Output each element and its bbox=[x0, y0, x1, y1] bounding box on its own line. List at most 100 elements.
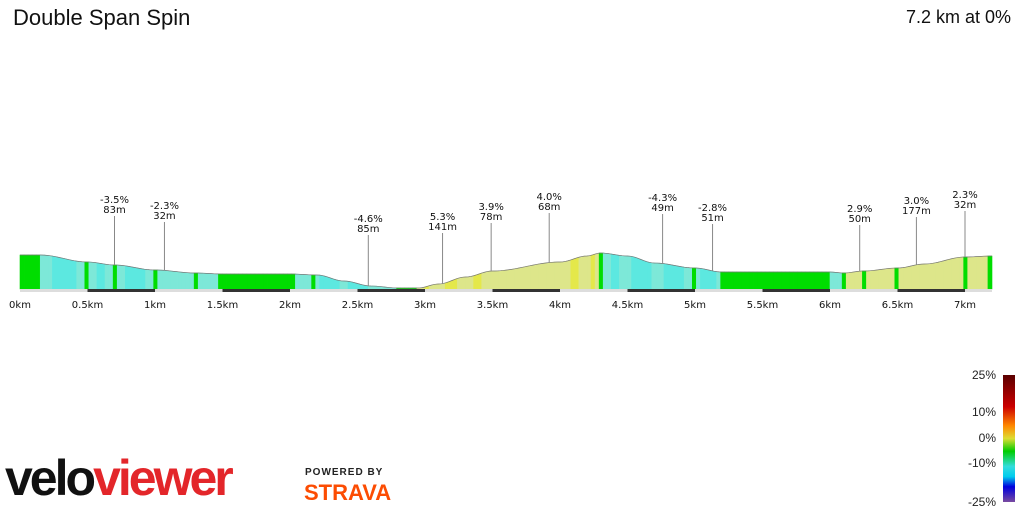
profile-segment bbox=[760, 271, 766, 290]
profile-segment bbox=[821, 271, 827, 290]
profile-segment bbox=[493, 270, 499, 290]
profile-segment bbox=[894, 267, 900, 290]
profile-segment bbox=[286, 273, 292, 290]
annotation-grade: -2.8% bbox=[698, 203, 727, 214]
powered-by-label: POWERED BY bbox=[305, 467, 384, 478]
profile-segment bbox=[594, 252, 600, 290]
profile-segment bbox=[732, 271, 738, 290]
annotation-length: 83m bbox=[103, 205, 125, 216]
veloviewer-logo: veloviewer bbox=[5, 450, 234, 506]
profile-segment bbox=[930, 262, 936, 290]
profile-segment bbox=[165, 270, 171, 290]
profile-segment bbox=[853, 270, 859, 290]
profile-segment bbox=[505, 269, 511, 290]
x-tick-label: 0km bbox=[9, 300, 31, 311]
profile-segment bbox=[319, 274, 325, 290]
profile-segment bbox=[578, 255, 584, 290]
profile-segment bbox=[457, 276, 462, 290]
profile-segment bbox=[951, 257, 956, 290]
legend-label: 0% bbox=[979, 431, 997, 445]
profile-segment bbox=[902, 266, 908, 290]
profile-segment bbox=[465, 276, 470, 290]
annotation-grade: 3.9% bbox=[478, 202, 503, 213]
profile-segment bbox=[307, 274, 312, 290]
profile-segment bbox=[590, 253, 596, 290]
profile-segment bbox=[173, 271, 179, 290]
x-tick-label: 5.5km bbox=[747, 300, 778, 311]
profile-segment bbox=[282, 273, 288, 290]
profile-segment bbox=[691, 267, 697, 290]
profile-segment bbox=[343, 280, 349, 290]
profile-segment bbox=[27, 254, 33, 290]
x-tick-label: 2.5km bbox=[342, 300, 373, 311]
profile-segment bbox=[886, 267, 892, 290]
profile-segment bbox=[242, 273, 248, 290]
annotation-grade: -4.3% bbox=[648, 193, 677, 204]
profile-segment bbox=[845, 272, 851, 290]
annotation-length: 68m bbox=[538, 202, 560, 213]
distance-bar bbox=[965, 289, 992, 292]
profile-segment bbox=[813, 271, 819, 290]
profile-segment bbox=[266, 273, 272, 290]
profile-segment bbox=[801, 271, 807, 290]
profile-segment bbox=[586, 255, 592, 290]
profile-segment bbox=[975, 256, 981, 290]
profile-segment bbox=[570, 258, 576, 290]
profile-segment bbox=[501, 269, 507, 290]
profile-segment bbox=[133, 266, 138, 290]
annotation-grade: 5.3% bbox=[430, 212, 455, 223]
profile-segment bbox=[914, 264, 920, 290]
profile-segment bbox=[64, 258, 69, 290]
profile-segment bbox=[250, 273, 256, 290]
profile-segment bbox=[627, 255, 632, 290]
profile-segment bbox=[631, 255, 636, 290]
profile-segment bbox=[270, 273, 276, 290]
profile-segment bbox=[189, 272, 195, 290]
distance-bar bbox=[762, 289, 830, 292]
profile-segment bbox=[88, 261, 94, 290]
profile-segment bbox=[116, 264, 122, 290]
profile-segment bbox=[724, 271, 730, 290]
profile-segment bbox=[104, 263, 110, 290]
profile-segment bbox=[752, 271, 758, 290]
profile-segment bbox=[222, 273, 227, 290]
profile-segment bbox=[546, 262, 551, 290]
profile-segment bbox=[80, 261, 86, 290]
profile-segment bbox=[303, 274, 308, 290]
profile-segment bbox=[805, 271, 811, 290]
profile-segment bbox=[258, 273, 264, 290]
distance-bar bbox=[155, 289, 223, 292]
profile-segment bbox=[740, 271, 746, 290]
profile-segment bbox=[347, 280, 353, 290]
x-tick-label: 7km bbox=[954, 300, 976, 311]
profile-segment bbox=[955, 256, 960, 290]
strava-logo: STRAVA bbox=[304, 480, 392, 505]
profile-segment bbox=[201, 272, 207, 290]
profile-segment bbox=[461, 276, 466, 290]
route-title: Double Span Spin bbox=[13, 5, 191, 30]
profile-segment bbox=[849, 271, 855, 290]
x-tick-label: 3km bbox=[414, 300, 436, 311]
profile-segment bbox=[56, 256, 61, 290]
profile-segment bbox=[35, 254, 41, 290]
profile-segment bbox=[39, 254, 45, 290]
distance-bar bbox=[20, 289, 88, 292]
profile-segment bbox=[473, 274, 478, 290]
profile-segment bbox=[149, 269, 154, 290]
profile-segment bbox=[206, 273, 211, 290]
profile-segment bbox=[181, 271, 187, 290]
profile-segment bbox=[772, 271, 778, 290]
profile-segment bbox=[959, 256, 964, 290]
grade-color-scale bbox=[1003, 375, 1015, 502]
profile-segment bbox=[870, 269, 875, 290]
profile-segment bbox=[655, 262, 661, 290]
profile-segment bbox=[736, 271, 742, 290]
profile-segment bbox=[542, 262, 547, 290]
profile-segment bbox=[574, 256, 580, 290]
annotation-grade: 2.9% bbox=[847, 204, 872, 215]
profile-segment bbox=[145, 269, 150, 290]
profile-segment bbox=[513, 267, 519, 290]
profile-segment bbox=[934, 261, 940, 290]
annotation-grade: -4.6% bbox=[354, 214, 383, 225]
legend-label: -25% bbox=[968, 495, 996, 509]
